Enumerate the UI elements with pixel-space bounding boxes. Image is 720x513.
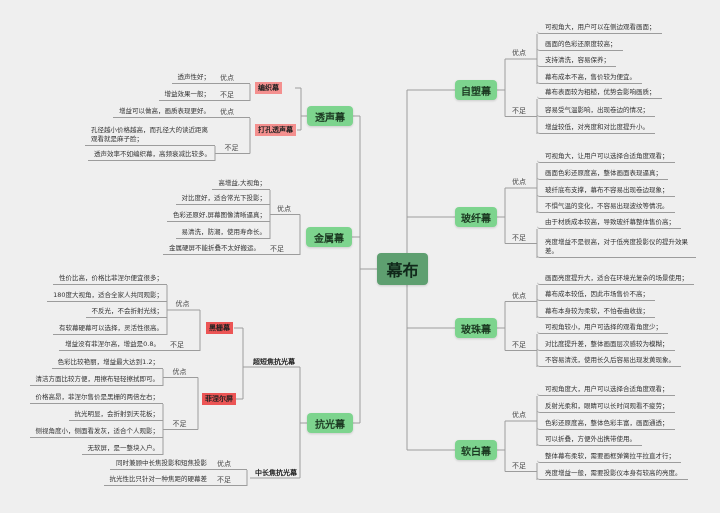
pros-label: 优点 — [512, 411, 526, 419]
pros-label: 优点 — [277, 204, 291, 213]
branch-node-2[interactable]: 玻珠幕 — [455, 318, 497, 338]
list-item: 性价比高，价格比菲涅尔便宜很多； — [53, 274, 167, 285]
list-item: 增益没有菲涅尔高，增益是0.8。 — [59, 340, 200, 351]
list-item: 金属硬屏不能折叠不太好搬运。 — [163, 244, 300, 255]
cons-label: 不足 — [224, 143, 239, 152]
list-item: 透声性好； — [171, 73, 250, 84]
list-item: 无软屏，是一整块入户。 — [81, 444, 163, 455]
sub-node-woven[interactable]: 编织幕 — [255, 82, 282, 94]
list-item: 可视角大，用户可以在侧边观看画面； — [537, 23, 662, 34]
list-item: 不容易清洗，使用长久后容易出现发黄现象。 — [537, 356, 681, 367]
list-item: 画面色彩还原度高，整体画面表现逼真； — [537, 169, 668, 180]
list-item: 价格高昂，菲涅尔售价是黑栅的两倍左右； — [29, 393, 163, 404]
cons-label: 不足 — [217, 476, 231, 484]
list-item: 色彩还原度高，整体色彩丰富，画面通透； — [537, 419, 675, 430]
list-item: 画面亮度提升大，适合在环境光复杂的场景使用； — [537, 274, 694, 285]
sub-node-fresnel[interactable]: 菲涅尔屏 — [202, 393, 236, 405]
pros-label: 优点 — [512, 49, 526, 57]
branch-node-1[interactable]: 玻纤幕 — [455, 207, 497, 227]
cons-label: 不足 — [172, 419, 187, 428]
cons-label: 不足 — [512, 461, 526, 470]
list-item: 清洁方面比较方便，用擦布轻轻擦拭即可。 — [29, 375, 163, 386]
branch-node-metal[interactable]: 金属幕 — [306, 227, 352, 247]
branch-node-3[interactable]: 软白幕 — [455, 440, 497, 460]
pros-label: 优点 — [175, 300, 190, 308]
cons-label: 不足 — [220, 91, 234, 99]
branch-node-0[interactable]: 自塑幕 — [455, 80, 497, 100]
list-item: 幕布表面较为粗糙，优势会影响画质； — [537, 88, 662, 99]
list-item: 画面的色彩还原度较高； — [537, 40, 623, 51]
list-item: 透声效率不如编织幕，高频衰减比较多。 — [88, 150, 215, 161]
list-item: 抗光明显，会折射到天花板； — [68, 410, 163, 421]
branch-node-anti-light[interactable]: 抗光幕 — [307, 413, 353, 433]
list-item: 可视角度大，用户可以选择合适角度观看； — [537, 385, 675, 396]
list-item: 色彩还原好,屏幕图像清晰逼真； — [166, 211, 270, 222]
list-item: 易清洗，防潮，使用寿命长。 — [175, 228, 270, 239]
list-item: 对比度提升差，整体画面层次感较为模糊； — [537, 340, 675, 351]
pros-label: 优点 — [172, 367, 187, 376]
pros-label: 优点 — [220, 74, 234, 82]
list-item: 增益较低，对亮度和对比度提升小。 — [537, 123, 655, 134]
list-item: 侧视角度小，侧面看发灰，适合个人观影； — [29, 427, 163, 438]
list-item: 色彩比较艳丽，增益最大达到1.2； — [51, 358, 163, 369]
sub-node-ust[interactable]: 超短焦抗光幕 — [253, 358, 295, 366]
list-item: 不反光，不会折射光线； — [85, 307, 167, 318]
cons-label: 不足 — [512, 340, 526, 349]
list-item: 增益可以做高，画质表现更好。 — [113, 107, 250, 118]
list-item: 容易受气温影响，出现卷边的情况； — [537, 106, 655, 117]
list-item: 抗光性比只针对一种焦距的硬幕差 — [103, 475, 247, 486]
list-item: 对比度好，适合常光下投影； — [175, 194, 270, 205]
list-item: 整体幕布柔软，需要画框弹簧拉平拉直才行； — [537, 452, 681, 463]
pros-label: 优点 — [512, 178, 526, 186]
list-item: 不惧气温的变化，不容易出现波纹等情况。 — [537, 202, 675, 213]
sub-node-black-grid[interactable]: 黑栅幕 — [206, 322, 233, 334]
sub-node-perforated[interactable]: 打孔透声幕 — [255, 124, 296, 136]
list-item: 有软幕硬幕可以选择，灵活性很高。 — [53, 324, 167, 335]
list-item: 孔径越小价格越高，而孔径大的读近距离观看就是麻子脸； — [85, 126, 215, 146]
list-item: 亮度增益不是很高，对于低亮度投影仪的提升效果差。 — [537, 238, 696, 258]
pros-label: 优点 — [220, 108, 234, 116]
cons-label: 不足 — [170, 341, 184, 349]
list-item: 可以折叠，方便外出携带使用。 — [537, 435, 642, 446]
list-item: 幕布成本不高，售价较为便宜。 — [537, 73, 642, 84]
branch-node-transparent[interactable]: 透声幕 — [307, 106, 353, 126]
list-item: 同时兼顾中长焦投影和短焦投影 — [110, 459, 247, 470]
cons-label: 不足 — [512, 106, 526, 115]
list-item: 可视角大，让用户可以选择合适角度观看； — [537, 152, 675, 163]
list-item: 增益效果一般； — [158, 90, 250, 101]
cons-label: 不足 — [512, 233, 526, 242]
list-item: 玻纤底布支撑，幕布不容易出现卷边现象； — [537, 186, 675, 197]
sub-node-long-throw[interactable]: 中长焦抗光幕 — [255, 469, 297, 477]
list-item: 180度大视角，适合全家人共同观影； — [47, 291, 167, 302]
list-item: 可视角较小，用户可选择的观看角度少； — [537, 323, 668, 334]
pros-label: 优点 — [217, 460, 231, 468]
list-item: 由于材质成本较高，导致玻纤幕整体售价高； — [537, 218, 681, 229]
list-item: 支持清洗，容易保养； — [537, 56, 616, 67]
root-node[interactable]: 幕布 — [377, 253, 428, 285]
pros-label: 优点 — [512, 291, 526, 300]
list-item: 幕布成本较低，因此市场售价不高； — [537, 290, 655, 301]
cons-label: 不足 — [270, 245, 284, 253]
list-item: 亮度增益一般，需要投影仪本身有较高的亮度。 — [537, 469, 688, 480]
list-item: 幕布本身较为柔软，不怕卷曲收拢； — [537, 307, 655, 318]
list-item: 反射光柔和，眼睛可以长时间观看不疲劳； — [537, 402, 675, 413]
list-item: 高增益,大视角； — [212, 179, 270, 190]
